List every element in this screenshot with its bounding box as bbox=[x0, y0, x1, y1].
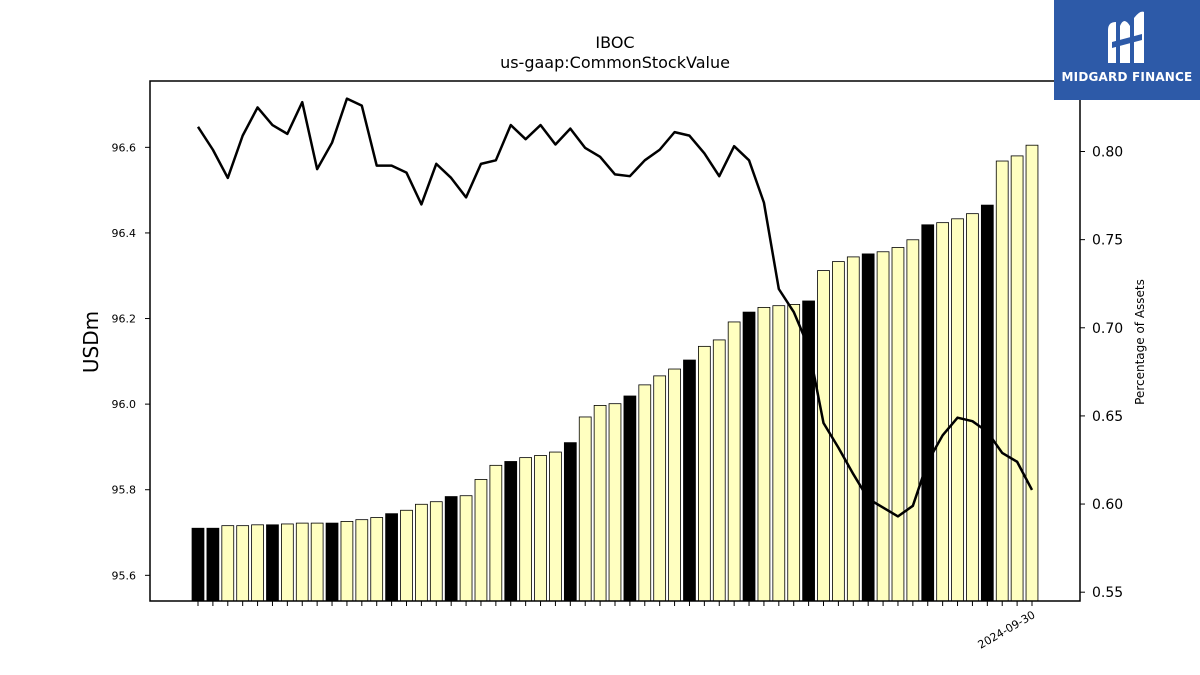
bar bbox=[757, 306, 771, 602]
y2-axis-label: Percentage of Assets bbox=[1133, 279, 1147, 405]
bar bbox=[474, 479, 488, 602]
bar bbox=[683, 359, 696, 602]
bar bbox=[891, 247, 905, 602]
bar bbox=[921, 224, 935, 602]
bar bbox=[400, 509, 413, 602]
bar bbox=[251, 524, 264, 602]
bar bbox=[846, 256, 860, 602]
bar bbox=[593, 405, 607, 602]
line-path bbox=[196, 97, 1034, 518]
bar bbox=[861, 253, 875, 602]
bar bbox=[966, 213, 979, 602]
bar bbox=[459, 495, 473, 602]
chart-title: IBOC bbox=[595, 33, 634, 52]
bar bbox=[638, 384, 652, 602]
bar bbox=[385, 513, 398, 602]
y-tick-label: 96.6 bbox=[112, 141, 137, 154]
y-tick-label: 96.0 bbox=[112, 398, 137, 411]
bar-series bbox=[191, 144, 1039, 602]
x-axis: 2024-09-30 bbox=[197, 601, 1038, 652]
x-tick-label: 2024-09-30 bbox=[976, 608, 1038, 651]
brand-name: MIDGARD FINANCE bbox=[1061, 70, 1193, 84]
bar bbox=[370, 517, 384, 602]
bar bbox=[608, 403, 622, 602]
bar bbox=[623, 395, 637, 602]
bar bbox=[951, 218, 964, 602]
bar bbox=[549, 451, 562, 602]
bar bbox=[817, 270, 830, 602]
bar bbox=[355, 519, 369, 602]
bar bbox=[1010, 155, 1024, 602]
bar bbox=[221, 525, 235, 602]
y2-tick-label: 0.55 bbox=[1092, 585, 1123, 601]
bar bbox=[519, 457, 533, 602]
bar bbox=[266, 524, 279, 602]
y2-tick-label: 0.80 bbox=[1092, 145, 1123, 161]
bar bbox=[534, 455, 547, 602]
y-tick-label: 95.8 bbox=[112, 484, 137, 497]
bar bbox=[653, 375, 667, 602]
brand-logo: MIDGARD FINANCE bbox=[1054, 0, 1200, 100]
bar bbox=[280, 523, 294, 602]
bar bbox=[742, 311, 756, 602]
y-axis: 95.6 95.8 96.0 96.2 96.4 96.6 bbox=[112, 141, 150, 582]
bar bbox=[415, 503, 428, 602]
y2-tick-label: 0.65 bbox=[1092, 409, 1123, 425]
bar bbox=[787, 304, 801, 602]
bar bbox=[340, 521, 354, 602]
y2-tick-label: 0.75 bbox=[1092, 233, 1123, 249]
y-axis-label: USDm bbox=[79, 311, 103, 373]
y-tick-label: 96.2 bbox=[112, 313, 137, 326]
bar bbox=[906, 239, 920, 602]
bar bbox=[489, 464, 503, 602]
y2-tick-label: 0.60 bbox=[1092, 497, 1123, 513]
bar bbox=[668, 368, 681, 602]
chart-subtitle: us-gaap:CommonStockValue bbox=[500, 53, 730, 72]
bar bbox=[876, 251, 890, 602]
y2-axis: 0.55 0.60 0.65 0.70 0.75 0.80 bbox=[1080, 145, 1123, 601]
y-tick-label: 96.4 bbox=[112, 227, 137, 240]
bar bbox=[578, 416, 592, 602]
y2-tick-label: 0.70 bbox=[1092, 321, 1123, 337]
bar bbox=[429, 501, 443, 602]
bar bbox=[295, 522, 309, 602]
bar bbox=[980, 204, 994, 602]
bar bbox=[1025, 144, 1039, 602]
bar bbox=[936, 222, 950, 602]
bar bbox=[563, 442, 577, 602]
bar bbox=[712, 339, 726, 602]
bar bbox=[727, 321, 741, 602]
bar bbox=[832, 261, 845, 602]
bar bbox=[206, 527, 220, 602]
bar bbox=[698, 345, 711, 602]
bar bbox=[325, 522, 339, 602]
bar bbox=[772, 305, 786, 602]
bar bbox=[504, 461, 518, 602]
bar bbox=[191, 527, 205, 602]
midgard-logo-icon bbox=[1108, 11, 1144, 64]
bar bbox=[444, 496, 458, 602]
bar bbox=[995, 160, 1009, 602]
bar bbox=[236, 525, 250, 602]
y-tick-label: 95.6 bbox=[112, 569, 137, 582]
bar bbox=[310, 522, 324, 602]
line-series bbox=[196, 97, 1034, 518]
